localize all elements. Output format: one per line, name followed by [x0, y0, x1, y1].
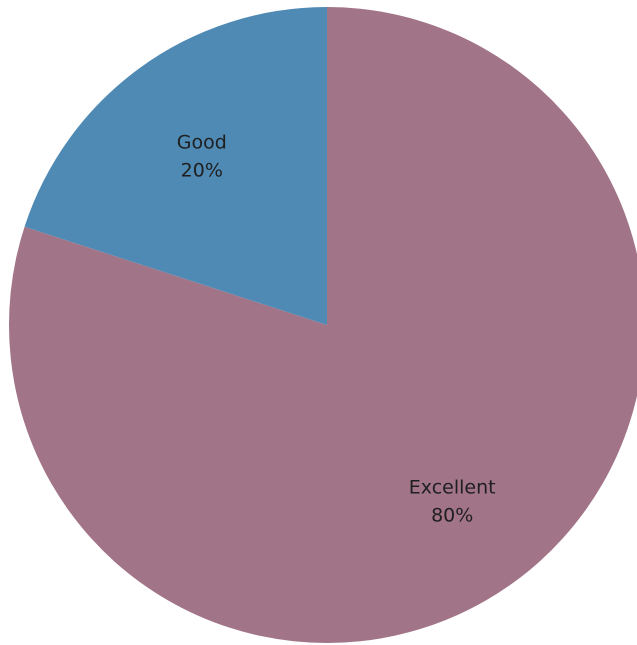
- pie-slice-label-good: Good: [177, 132, 227, 154]
- pie-slice-value-excellent: 80%: [431, 504, 473, 526]
- pie-slices: [9, 7, 637, 643]
- pie-slice-label-excellent: Excellent: [409, 476, 496, 498]
- pie-slice-value-good: 20%: [181, 160, 223, 182]
- pie-labels: Excellent 80% Good 20%: [177, 132, 496, 527]
- pie-slice-excellent: [9, 7, 637, 643]
- pie-slice-good: [24, 7, 328, 325]
